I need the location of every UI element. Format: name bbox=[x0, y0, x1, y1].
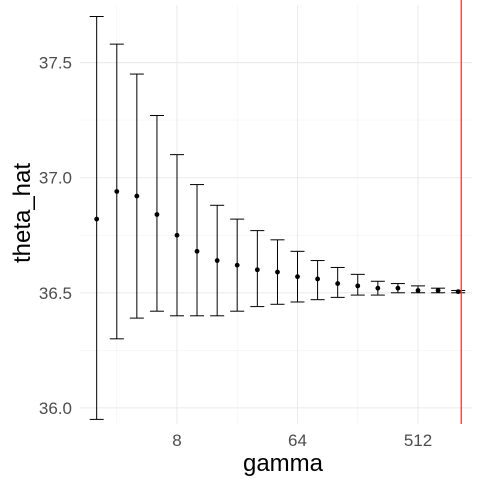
x-axis-title: gamma bbox=[243, 450, 324, 477]
y-tick-label: 37.0 bbox=[39, 169, 72, 188]
y-axis-title: theta_hat bbox=[9, 163, 36, 263]
data-point bbox=[415, 288, 421, 293]
data-point bbox=[114, 189, 120, 194]
y-tick-label: 37.5 bbox=[39, 54, 72, 73]
data-point bbox=[174, 232, 180, 238]
error-bars bbox=[89, 16, 466, 420]
data-point bbox=[315, 276, 320, 282]
data-point bbox=[355, 283, 361, 289]
data-point bbox=[94, 216, 100, 222]
data-point bbox=[194, 248, 200, 254]
x-tick-label: 512 bbox=[404, 431, 432, 450]
data-point bbox=[275, 269, 280, 275]
x-axis-tick-labels: 8 64 512 bbox=[172, 431, 432, 450]
y-tick-label: 36.0 bbox=[39, 399, 72, 418]
data-point bbox=[214, 258, 220, 263]
grid bbox=[80, 5, 472, 424]
data-point bbox=[435, 288, 441, 293]
x-tick-label: 8 bbox=[172, 431, 181, 450]
data-points bbox=[94, 189, 461, 295]
data-point bbox=[375, 285, 381, 291]
y-tick-label: 36.5 bbox=[39, 284, 72, 303]
data-point bbox=[295, 274, 300, 280]
data-point bbox=[154, 212, 160, 217]
data-point bbox=[134, 193, 140, 199]
data-point bbox=[234, 262, 240, 268]
data-point bbox=[395, 285, 401, 291]
data-point bbox=[335, 281, 341, 286]
data-point bbox=[254, 267, 260, 273]
y-axis-tick-labels: 36.0 36.5 37.0 37.5 bbox=[39, 54, 72, 418]
x-tick-label: 64 bbox=[288, 431, 307, 450]
data-point bbox=[455, 289, 461, 295]
